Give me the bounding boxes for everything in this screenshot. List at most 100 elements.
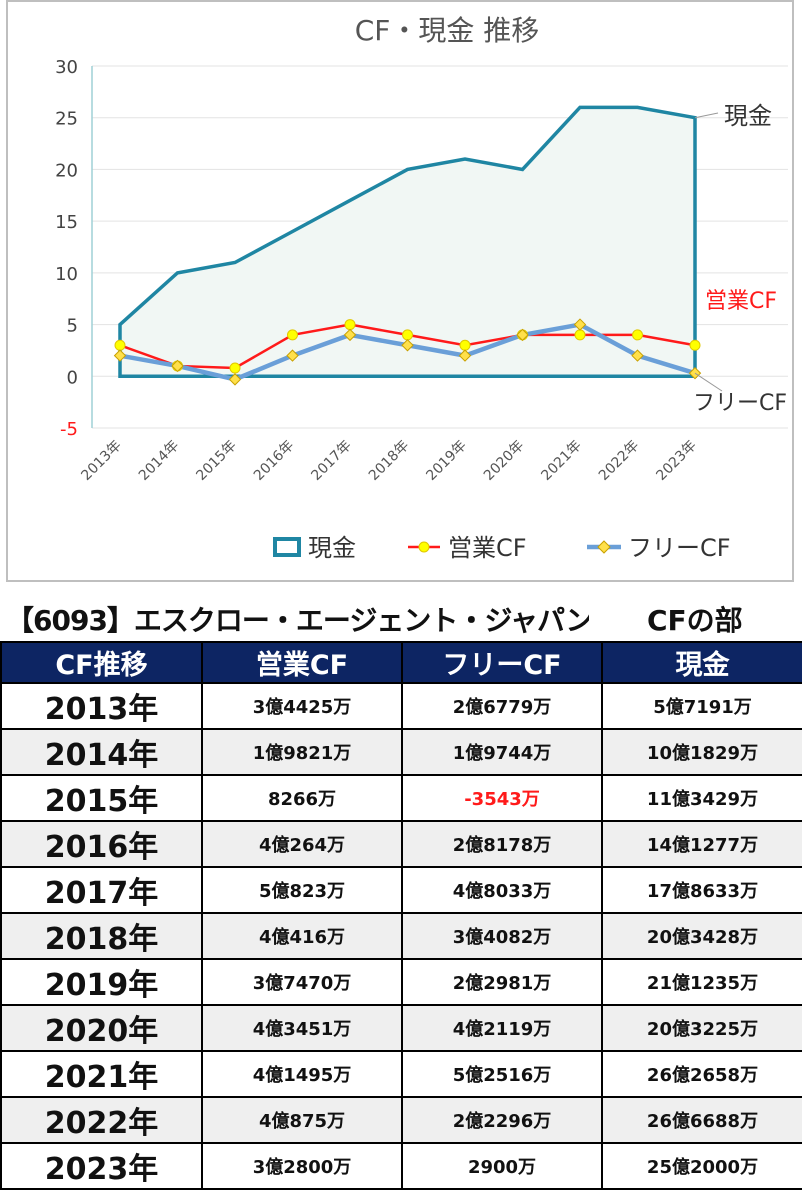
year-cell: 2023年 [0, 1142, 203, 1190]
free-cf-point [458, 349, 472, 362]
cash-cell: 26億6688万 [601, 1096, 802, 1144]
year-cell: 2015年 [0, 774, 203, 822]
operating-cf-point [459, 339, 471, 351]
free-cf-cell: -3543万 [401, 774, 603, 822]
year-cell: 2020年 [0, 1004, 203, 1052]
table-caption: 【6093】エスクロー・エージェント・ジャパン CFの部 [6, 601, 802, 641]
cash-cell: 11億3429万 [601, 774, 802, 822]
header-cash: 現金 [601, 641, 802, 684]
table-row: 2020年 4億3451万 4億2119万 20億3225万 [0, 1004, 802, 1052]
legend-label-operating-cf: 営業CF [448, 534, 527, 562]
legend-marker-operating-cf [418, 541, 430, 553]
x-tick-label: 2023年 [653, 438, 699, 484]
cash-cell: 14億1277万 [601, 820, 802, 868]
operating-cf-point [287, 329, 298, 341]
year-cell: 2017年 [0, 866, 203, 914]
table-body: 2013年 3億4425万 2億6779万 5億7191万 2014年 1億9821万 1億… [0, 682, 802, 1190]
cash-cell: 25億2000万 [601, 1142, 802, 1190]
free-cf-cell: 4億8033万 [401, 866, 603, 914]
annotation-operating-cf: 営業CF [705, 289, 777, 314]
annotation-leader [694, 372, 723, 392]
annotation-free-cf: フリーCF [693, 391, 787, 416]
y-tick-label: 10 [55, 264, 78, 285]
operating-cf-cell: 8266万 [201, 774, 403, 822]
y-tick-label: -5 [60, 419, 78, 440]
operating-cf-point [574, 329, 586, 341]
operating-cf-cell: 4億416万 [201, 912, 403, 960]
operating-cf-cell: 3億2800万 [201, 1142, 403, 1190]
legend-marker-free-cf [597, 540, 611, 554]
operating-cf-point [229, 362, 241, 374]
y-tick-label: 25 [55, 109, 78, 130]
cash-cell: 17億8633万 [601, 866, 802, 914]
y-tick-label: 30 [55, 57, 78, 78]
table-row: 2018年 4億416万 3億4082万 20億3428万 [0, 912, 802, 960]
free-cf-point [113, 349, 127, 362]
cash-cell: 10億1829万 [601, 728, 802, 776]
free-cf-cell: 2900万 [401, 1142, 603, 1190]
free-cf-cell: 5億2516万 [401, 1050, 603, 1098]
series-line-cash [118, 105, 697, 379]
x-tick-label: 2022年 [596, 438, 642, 484]
table-row: 2015年 8266万 -3543万 11億3429万 [0, 774, 802, 822]
operating-cf-cell: 1億9821万 [201, 728, 403, 776]
free-cf-cell: 1億9744万 [401, 728, 603, 776]
header-operating-cf: 営業CF [201, 641, 403, 684]
legend-label-free-cf: フリーCF [628, 534, 731, 562]
caption-section: CFの部 [647, 604, 743, 637]
cf-table: CF推移 営業CF フリーCF 現金 2013年 3億4425万 2億6779万 5億… [0, 641, 802, 1190]
header-cf-trend: CF推移 [0, 641, 203, 684]
x-tick-label: 2014年 [136, 438, 182, 484]
year-cell: 2021年 [0, 1050, 203, 1098]
table-row: 2016年 4億264万 2億8178万 14億1277万 [0, 820, 802, 868]
table-row: 2017年 5億823万 4億8033万 17億8633万 [0, 866, 802, 914]
table-row: 2014年 1億9821万 1億9744万 10億1829万 [0, 728, 802, 776]
operating-cf-cell: 4億875万 [201, 1096, 403, 1144]
cash-cell: 26億2658万 [601, 1050, 802, 1098]
x-tick-label: 2016年 [251, 438, 297, 484]
cash-cell: 21億1235万 [601, 958, 802, 1006]
operating-cf-point [632, 329, 643, 341]
free-cf-point [343, 328, 357, 342]
table-row: 2022年 4億875万 2億2296万 26億6688万 [0, 1096, 802, 1144]
header-free-cf: フリーCF [401, 641, 603, 684]
operating-cf-point [114, 339, 126, 351]
free-cf-cell: 4億2119万 [401, 1004, 603, 1052]
cash-cell: 5億7191万 [601, 682, 802, 730]
operating-cf-point [402, 329, 413, 341]
x-tick-label: 2018年 [366, 438, 412, 484]
table-row: 2023年 3億2800万 2900万 25億2000万 [0, 1142, 802, 1190]
x-tick-label: 2021年 [538, 438, 584, 484]
y-tick-label: 5 [67, 316, 78, 337]
y-tick-label: 20 [55, 160, 78, 181]
free-cf-point [401, 339, 414, 352]
year-cell: 2019年 [0, 958, 203, 1006]
free-cf-point [631, 349, 644, 362]
y-tick-label: 15 [55, 212, 78, 233]
table-row: 2021年 4億1495万 5億2516万 26億2658万 [0, 1050, 802, 1098]
operating-cf-cell: 4億3451万 [201, 1004, 403, 1052]
operating-cf-cell: 4億264万 [201, 820, 403, 868]
free-cf-point [286, 349, 299, 362]
year-cell: 2022年 [0, 1096, 203, 1144]
table-row: 2013年 3億4425万 2億6779万 5億7191万 [0, 682, 802, 730]
x-tick-label: 2019年 [423, 438, 469, 484]
year-cell: 2016年 [0, 820, 203, 868]
x-tick-label: 2015年 [193, 438, 239, 484]
cash-cell: 20億3428万 [601, 912, 802, 960]
year-cell: 2013年 [0, 682, 203, 730]
operating-cf-cell: 4億1495万 [201, 1050, 403, 1098]
free-cf-cell: 3億4082万 [401, 912, 603, 960]
operating-cf-point [344, 319, 356, 331]
operating-cf-cell: 3億7470万 [201, 958, 403, 1006]
x-tick-label: 2017年 [308, 438, 354, 484]
free-cf-cell: 2億8178万 [401, 820, 603, 868]
annotation-leader [694, 112, 719, 119]
cash-cell: 20億3225万 [601, 1004, 802, 1052]
free-cf-cell: 2億6779万 [401, 682, 603, 730]
free-cf-cell: 2億2981万 [401, 958, 603, 1006]
year-cell: 2014年 [0, 728, 203, 776]
table-header-row: CF推移 営業CF フリーCF 現金 [0, 641, 802, 684]
operating-cf-cell: 3億4425万 [201, 682, 403, 730]
